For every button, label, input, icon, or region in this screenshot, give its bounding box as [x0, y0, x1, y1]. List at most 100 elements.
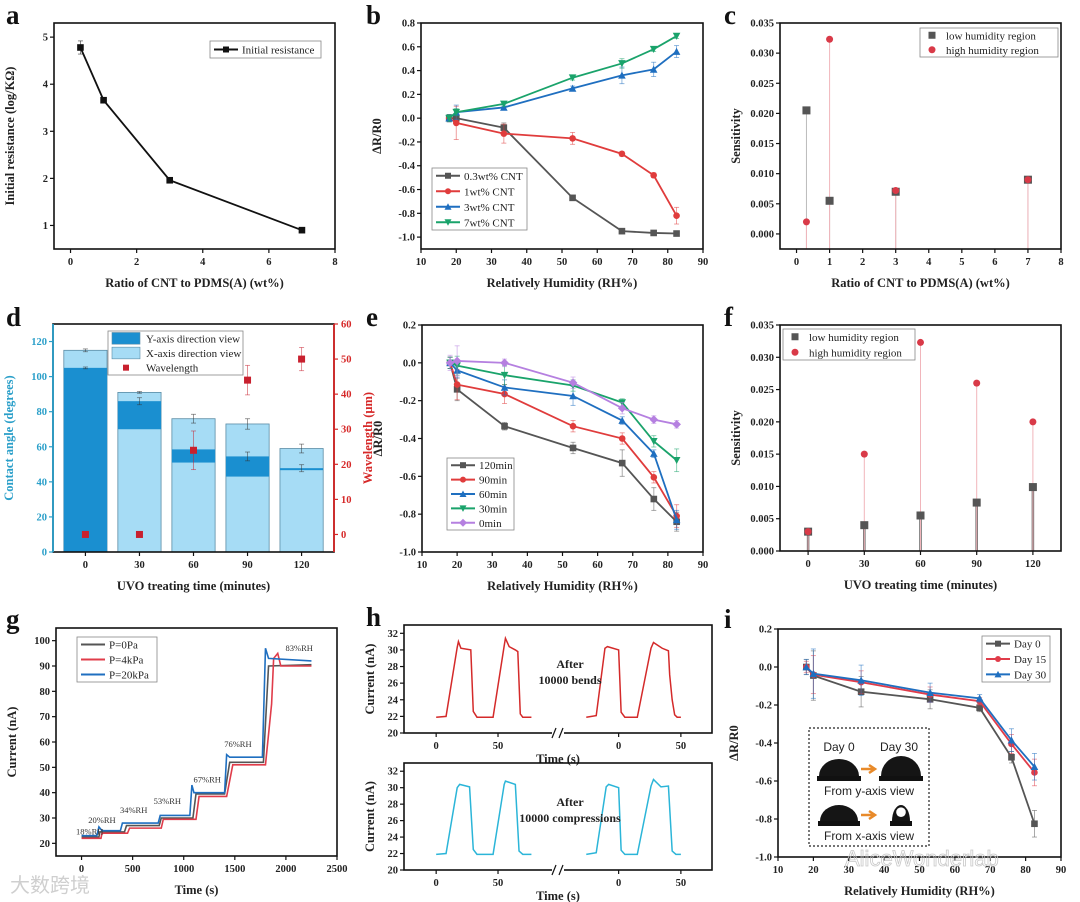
- axis-break-mark: [558, 727, 564, 739]
- y-axis-label: ΔR/R0: [370, 118, 384, 154]
- y-axis-label: ΔR/R0: [371, 421, 385, 457]
- axis-break-gap: [552, 866, 564, 874]
- y-tick-label: 0.015: [750, 450, 774, 461]
- data-point: [569, 444, 577, 452]
- y-tick-label: 0.4: [402, 66, 416, 77]
- bar-y-axis-view: [63, 367, 108, 552]
- y-tick-label: 30: [388, 645, 399, 656]
- legend-marker: [460, 462, 466, 469]
- series-line: [81, 651, 312, 840]
- y-tick-label: 26: [388, 816, 399, 827]
- panel-label: c: [724, 0, 736, 30]
- legend-marker: [994, 670, 1002, 678]
- x-tick-label: 1: [827, 257, 832, 268]
- data-point: [802, 106, 811, 115]
- data-point: [892, 187, 900, 195]
- substrate: [890, 821, 912, 826]
- y-tick-label: 60: [341, 320, 352, 331]
- x-tick-label: 0: [434, 878, 439, 889]
- y-axis-label: Current (nA): [363, 644, 377, 715]
- legend-label: 60min: [479, 489, 508, 501]
- y-tick-label: -0.2: [755, 701, 772, 712]
- rh-annotation: 20%RH: [88, 815, 115, 825]
- inset-label-day-end: Day 30: [880, 740, 918, 754]
- legend: 0.3wt% CNT 1wt% CNT 3wt% CNT 7wt% CNT: [431, 167, 528, 231]
- data-point: [500, 358, 509, 368]
- bar-x-axis-view: [279, 448, 324, 553]
- data-point: [569, 135, 576, 142]
- x-tick-label: 60: [950, 865, 961, 876]
- data-point: [1029, 418, 1037, 426]
- series-low-humidity-region: [805, 110, 1029, 249]
- x-tick-label: 4: [926, 257, 932, 268]
- data-point: [618, 227, 626, 235]
- rh-annotation: 18%RH: [76, 826, 103, 836]
- x-tick-label: 50: [914, 865, 925, 876]
- legend-label: high humidity region: [946, 45, 1039, 57]
- y-tick-label: 24: [388, 833, 399, 844]
- legend-label: Initial resistance: [242, 45, 315, 57]
- data-point: [298, 226, 306, 234]
- plot-area: [63, 347, 324, 553]
- y-tick-label: 40: [40, 788, 51, 799]
- x-tick-label: 40: [522, 560, 533, 571]
- y-tick-label: 90: [40, 662, 51, 673]
- annotation-line-2: 10000 compressions: [519, 811, 621, 825]
- y-tick-label: 10: [341, 495, 352, 506]
- series-line: [81, 648, 312, 837]
- x-axis-label: Ratio of CNT to PDMS(A) (wt%): [831, 276, 1010, 290]
- data-point: [618, 60, 626, 68]
- legend-swatch: [111, 332, 141, 345]
- inset-caption-y-view: From y-axis view: [824, 784, 914, 798]
- data-point: [1024, 176, 1032, 184]
- droplet-highlight: [896, 807, 906, 817]
- data-point: [166, 176, 174, 184]
- legend-entry: 60min: [451, 489, 508, 501]
- x-tick-label: 50: [557, 257, 568, 268]
- legend-box: [782, 328, 916, 361]
- panel-label: a: [6, 0, 20, 30]
- y-tick-label: 0.015: [750, 139, 774, 150]
- data-point: [673, 230, 680, 237]
- y-tick-label: 0.8: [402, 19, 415, 30]
- rh-annotation: 34%RH: [120, 805, 147, 815]
- data-point: [826, 35, 834, 43]
- legend: low humidity region high humidity region: [782, 328, 916, 361]
- data-point: [672, 47, 681, 55]
- y-tick-label: -0.6: [398, 185, 415, 196]
- x-tick-label: 10: [773, 865, 784, 876]
- panel-label: g: [6, 604, 20, 634]
- x-tick-label: 90: [1056, 865, 1067, 876]
- x-axis-label: Ratio of CNT to PDMS(A) (wt%): [105, 276, 284, 290]
- data-point: [857, 676, 865, 684]
- y-tick-label: 32: [388, 629, 399, 640]
- y-tick-label: 50: [341, 355, 352, 366]
- x-tick-label: 80: [663, 560, 674, 571]
- subplot-2: 20 22 24 26 28 30 32 0 50 0 50 After 10000 compressi…: [363, 762, 713, 902]
- legend-box: [209, 40, 322, 59]
- x-tick-label: 0: [79, 864, 84, 875]
- panel-label: b: [366, 0, 381, 30]
- panel-c: c 0.000 0.005 0.010 0.015 0.020 0.025 0.030 0.03…: [724, 0, 1064, 290]
- x-tick-label: 60: [915, 559, 926, 570]
- legend-label: 0.3wt% CNT: [464, 171, 523, 183]
- legend-label: Day 30: [1014, 669, 1047, 681]
- data-point: [649, 415, 659, 424]
- legend-marker: [459, 505, 467, 512]
- x-tick-label: 1500: [224, 864, 245, 875]
- data-point: [650, 449, 658, 457]
- current-trace: [586, 778, 681, 856]
- rh-annotation: 76%RH: [224, 739, 251, 749]
- legend-marker: [444, 203, 452, 210]
- panel-b: b -1.0 -0.8 -0.6 -0.4 -0.2 0.0 0.2 0.4 0.6 0.8 10 20…: [366, 0, 708, 290]
- current-trace: [436, 635, 532, 718]
- legend-entry: 3wt% CNT: [436, 202, 515, 214]
- x-tick-label: 8: [1058, 257, 1063, 268]
- data-point: [452, 356, 462, 366]
- data-point: [618, 150, 626, 158]
- y-tick-label: 0.030: [750, 353, 774, 364]
- y-axis-label: Sensitivity: [729, 409, 743, 465]
- panel-f: f 0.000 0.005 0.010 0.015 0.020 0.025 0.030 0.03…: [724, 302, 1062, 592]
